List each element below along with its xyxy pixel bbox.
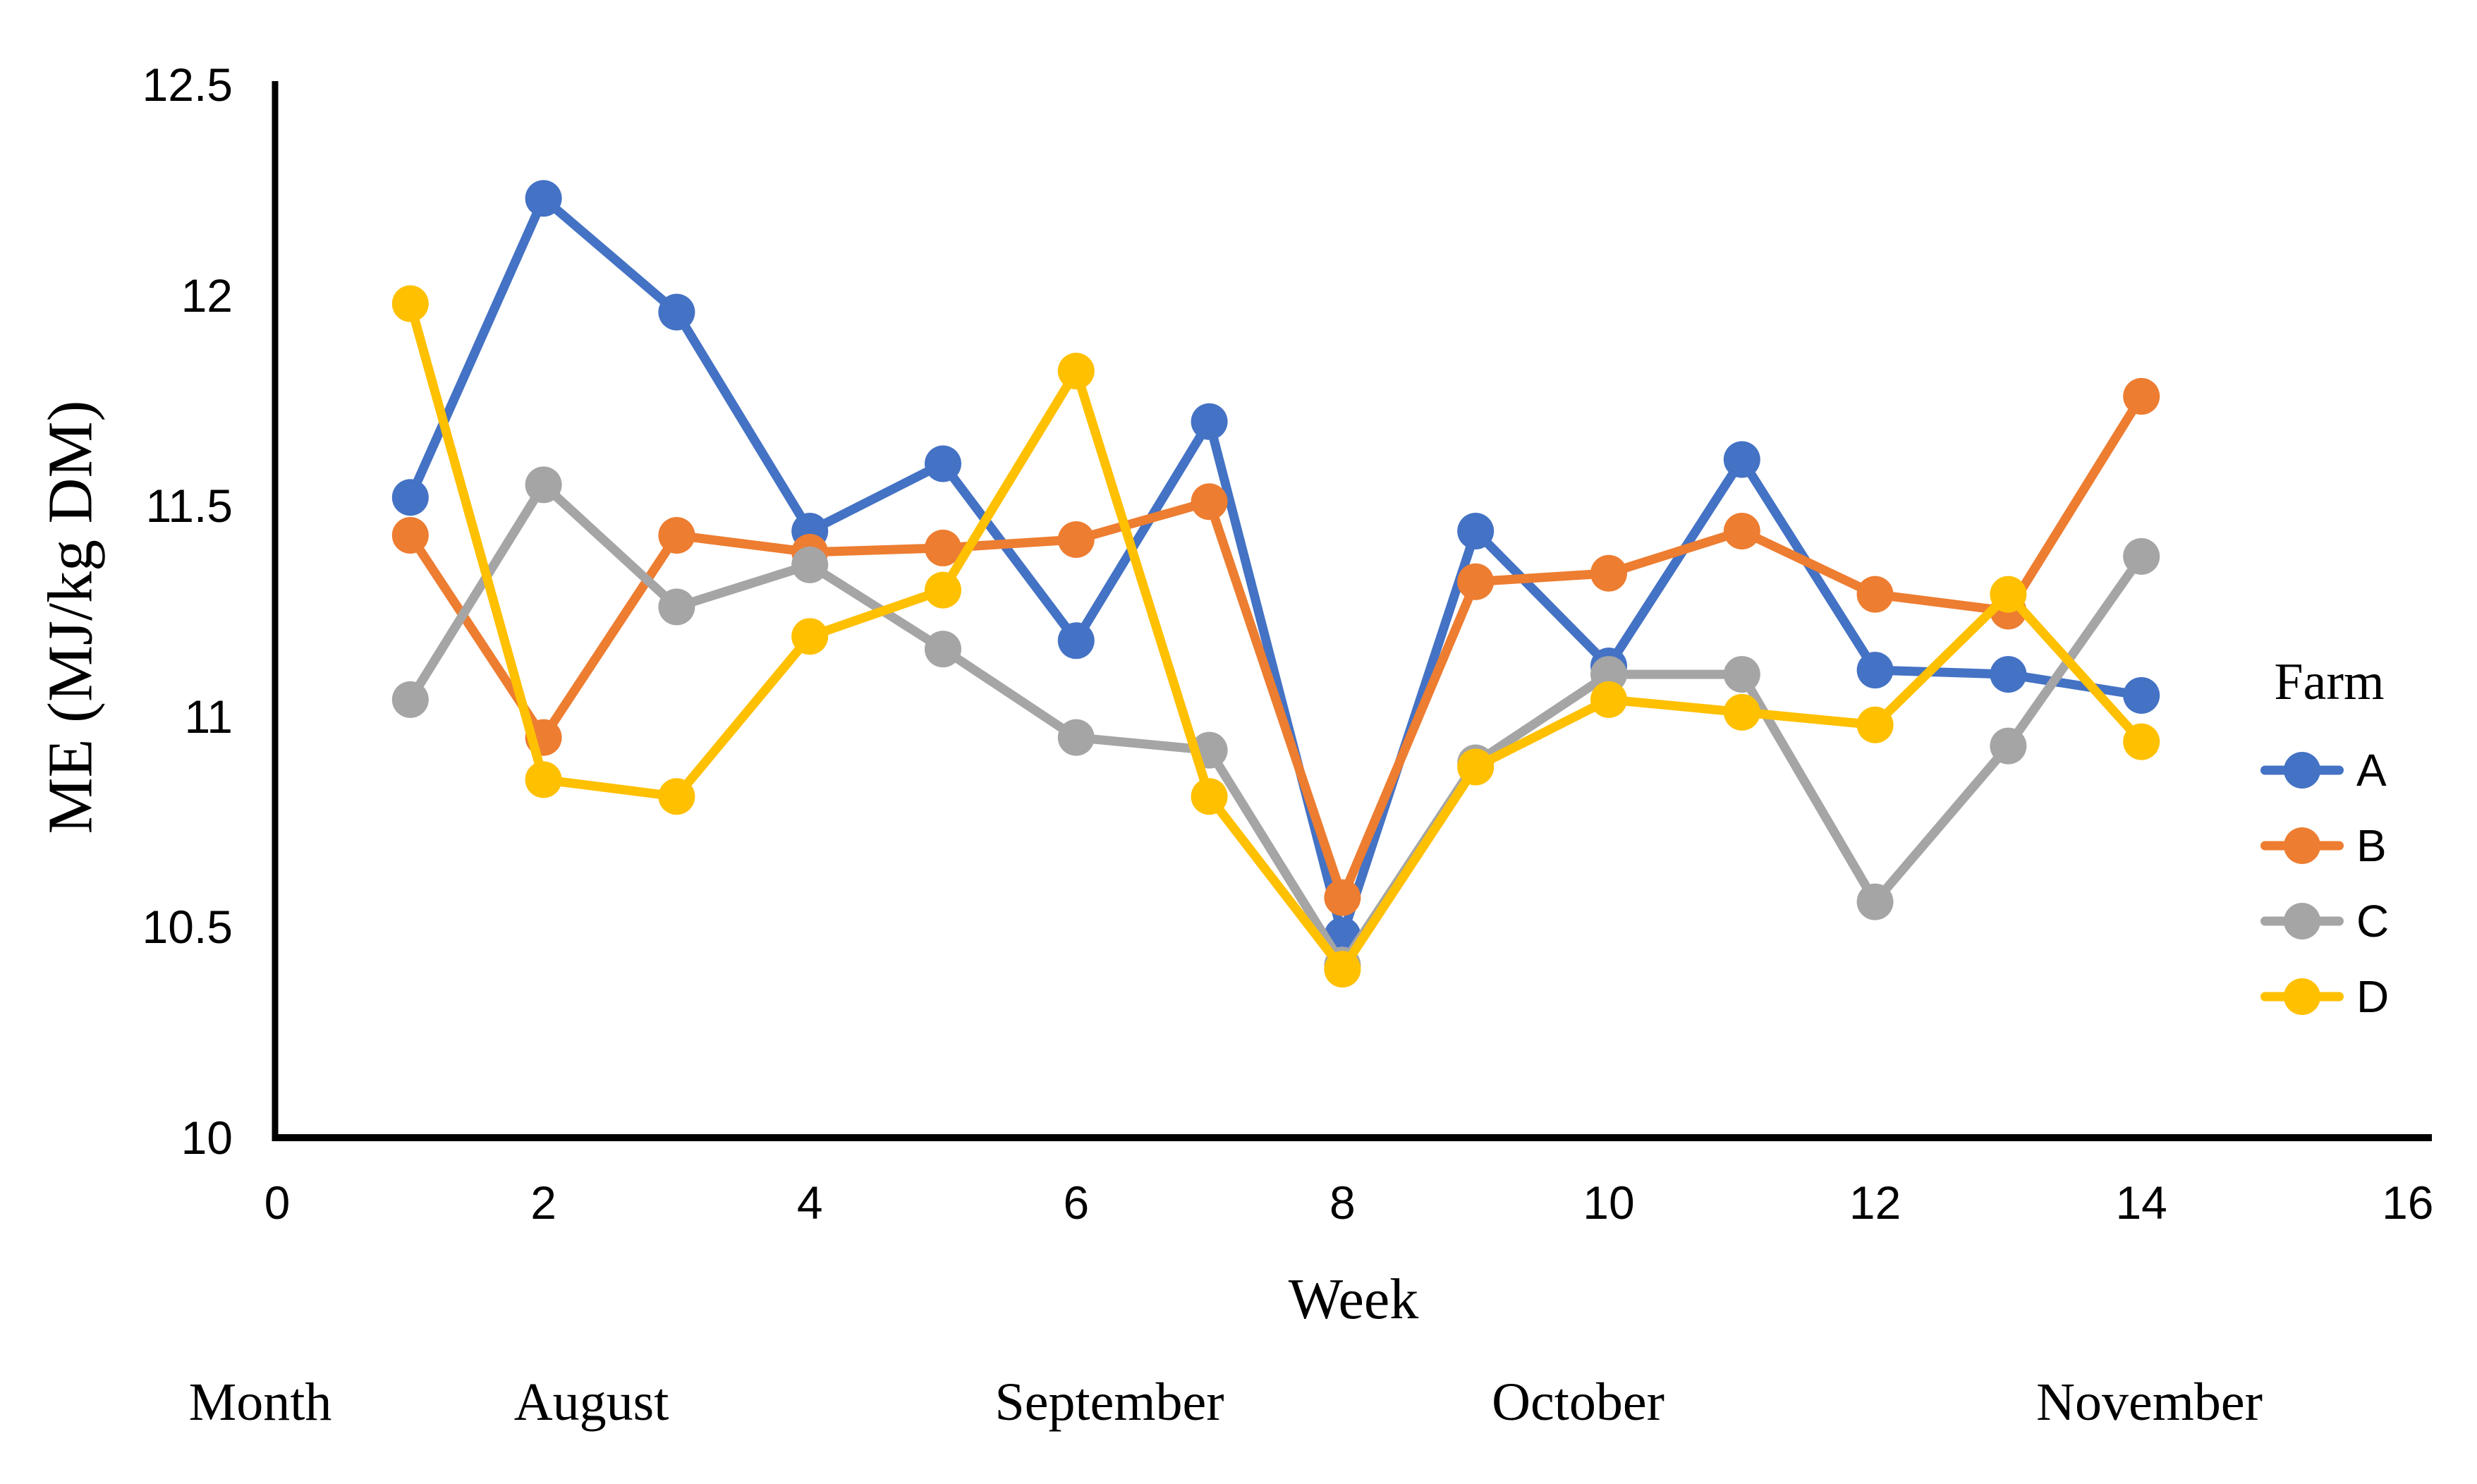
series-line-B (406, 391, 2146, 903)
series-point-C-week2 (525, 466, 562, 504)
series-point-D-week6 (1057, 353, 1095, 390)
series-point-A-week7 (1191, 403, 1228, 440)
series-point-B-week14 (2123, 377, 2160, 415)
series-point-D-week3 (658, 778, 695, 815)
legend-marker-B-icon (2260, 827, 2344, 864)
series-point-D-week4 (791, 618, 829, 655)
y-tick-label-12.5: 12.5 (142, 59, 233, 111)
x-tick-label-8: 8 (1329, 1176, 1356, 1229)
legend-item-label-C: C (2356, 895, 2390, 947)
series-point-D-week13 (1990, 576, 2027, 613)
series-point-B-week9 (1457, 563, 1495, 600)
legend-item-label-D: D (2356, 971, 2390, 1022)
month-label-august: August (513, 1373, 669, 1432)
series-point-D-week11 (1723, 693, 1760, 731)
series-point-C-week5 (925, 631, 961, 668)
legend-item-label-B: B (2356, 820, 2387, 871)
month-label-october: October (1492, 1373, 1664, 1432)
series-point-A-week1 (391, 479, 429, 516)
legend-title: Farm (2274, 653, 2385, 711)
x-tick-label-16: 16 (2382, 1176, 2434, 1229)
series-point-D-week1 (391, 285, 429, 322)
x-tick-label-6: 6 (1063, 1176, 1090, 1229)
series-point-B-week8 (1324, 879, 1361, 916)
month-row-label: Month (188, 1373, 332, 1432)
y-tick-label-10.5: 10.5 (142, 901, 233, 954)
series-point-B-week12 (1856, 576, 1894, 613)
legend-item-C: C (2253, 883, 2465, 959)
series-point-A-week9 (1457, 513, 1495, 550)
series-point-C-week1 (391, 681, 429, 718)
x-tick-label-4: 4 (796, 1176, 823, 1229)
legend-marker-A-icon (2260, 751, 2344, 789)
series-point-C-week6 (1057, 719, 1095, 756)
series-point-B-week5 (925, 529, 961, 566)
series-point-A-week14 (2123, 676, 2160, 714)
series-point-D-week10 (1590, 681, 1627, 718)
series-point-B-week11 (1723, 513, 1760, 550)
y-axis-title: ME (MJ/kg DM) (35, 400, 106, 834)
series-point-C-week13 (1990, 727, 2027, 765)
y-tick-label-10: 10 (181, 1112, 233, 1164)
series-point-A-week5 (925, 445, 961, 482)
series-point-A-week6 (1057, 622, 1095, 659)
series-point-A-week2 (525, 180, 562, 217)
x-axis-title: Week (1288, 1267, 1419, 1331)
series-point-C-week10 (1590, 656, 1627, 693)
series-point-B-week7 (1191, 483, 1228, 521)
series-point-C-week3 (658, 588, 695, 626)
series-point-D-week5 (925, 571, 961, 609)
series-point-B-week1 (391, 517, 429, 554)
series-point-A-week3 (658, 293, 695, 331)
series-point-C-week4 (791, 546, 829, 583)
series-point-B-week10 (1590, 554, 1627, 592)
y-tick-label-12: 12 (181, 269, 233, 322)
y-tick-label-11.5: 11.5 (145, 480, 233, 533)
legend-item-A: A (2253, 732, 2465, 808)
series-point-D-week14 (2123, 723, 2160, 760)
x-tick-label-0: 0 (264, 1176, 291, 1229)
x-tick-label-12: 12 (1849, 1176, 1901, 1229)
legend-item-label-A: A (2356, 744, 2387, 796)
series-point-B-week6 (1057, 521, 1095, 558)
legend-item-D: D (2253, 959, 2465, 1034)
month-label-november: November (2036, 1373, 2263, 1432)
series-point-D-week12 (1856, 706, 1894, 743)
y-tick-label-11: 11 (184, 690, 233, 743)
series-point-D-week7 (1191, 778, 1228, 815)
series-point-D-week8 (1324, 951, 1361, 988)
series-point-C-week14 (2123, 537, 2160, 575)
legend-marker-C-icon (2260, 902, 2344, 939)
series-point-B-week3 (658, 517, 695, 554)
legend-item-B: B (2253, 808, 2465, 883)
x-tick-label-2: 2 (530, 1176, 556, 1229)
series-point-D-week9 (1457, 748, 1495, 786)
legend-marker-D-icon (2260, 978, 2344, 1015)
series-point-A-week13 (1990, 656, 2027, 693)
series-point-C-week11 (1723, 656, 1760, 693)
series-point-A-week12 (1856, 652, 1894, 689)
x-tick-label-14: 14 (2115, 1176, 2167, 1229)
series-line-A (406, 193, 2146, 940)
series-point-C-week12 (1856, 883, 1894, 920)
series-point-A-week11 (1723, 441, 1760, 478)
series-line-D (406, 299, 2146, 974)
month-label-september: September (994, 1373, 1224, 1432)
series-point-D-week2 (525, 761, 562, 798)
series-line-C (406, 480, 2146, 970)
x-tick-label-10: 10 (1583, 1176, 1635, 1229)
